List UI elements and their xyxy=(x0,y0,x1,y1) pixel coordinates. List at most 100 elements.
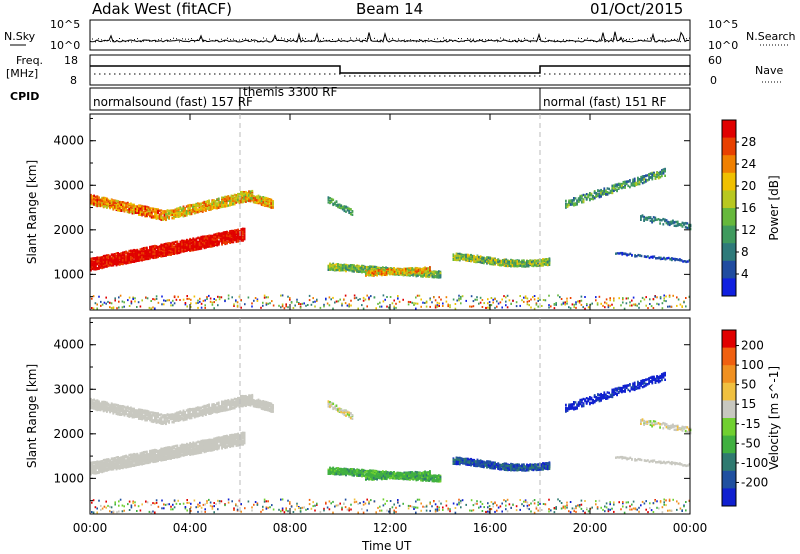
power-mark xyxy=(532,264,535,268)
power-mark xyxy=(146,205,148,209)
power-mark xyxy=(513,263,516,267)
power-mark xyxy=(91,197,94,200)
power-mark xyxy=(393,268,396,271)
power-mark xyxy=(91,266,94,269)
power-mark xyxy=(146,207,148,210)
power-mark xyxy=(131,210,134,213)
power-mark xyxy=(429,266,431,269)
power-mark xyxy=(208,203,210,207)
power-mark xyxy=(104,205,107,208)
power-mark xyxy=(149,249,151,252)
power-mark xyxy=(210,241,212,244)
power-mark xyxy=(131,256,134,260)
power-mark xyxy=(109,255,111,258)
power-mark xyxy=(203,242,206,245)
power-mark xyxy=(479,261,482,264)
power-mark xyxy=(189,207,191,210)
power-mark xyxy=(90,193,92,197)
power-mark xyxy=(118,204,121,207)
power-mark xyxy=(149,214,151,218)
power-mark xyxy=(210,236,212,240)
power-mark xyxy=(225,195,228,199)
power-mark xyxy=(340,204,343,207)
power-mark xyxy=(99,266,102,269)
power-mark xyxy=(162,249,164,252)
power-mark xyxy=(90,269,92,272)
power-mark xyxy=(128,203,131,206)
power-mark xyxy=(163,210,166,213)
power-mark xyxy=(184,243,187,246)
power-mark xyxy=(230,201,233,205)
power-mark xyxy=(104,259,107,263)
cpid-mode-label: normalsound (fast) 157 RF xyxy=(93,95,253,109)
power-mark xyxy=(238,199,241,202)
power-mark xyxy=(348,211,351,214)
power-mark xyxy=(128,256,131,259)
power-mark xyxy=(198,210,201,213)
power-mark xyxy=(152,245,155,248)
power-mark xyxy=(235,197,238,200)
power-mark xyxy=(142,258,145,261)
power-mark xyxy=(122,255,124,259)
power-mark xyxy=(413,268,415,272)
power-mark xyxy=(99,204,102,207)
power-mark xyxy=(457,252,460,256)
power-mark xyxy=(205,206,207,209)
power-mark xyxy=(384,269,386,272)
power-mark xyxy=(327,196,330,199)
power-mark xyxy=(177,208,180,212)
power-mark xyxy=(170,249,172,253)
power-mark xyxy=(226,234,228,237)
power-mark xyxy=(268,205,271,209)
power-mark xyxy=(508,261,511,264)
power-mark xyxy=(243,235,246,238)
power-mark xyxy=(386,267,389,270)
power-mark xyxy=(117,209,119,212)
power-mark xyxy=(463,258,466,261)
power-mark xyxy=(160,209,163,212)
power-mark xyxy=(139,211,142,214)
power-mark xyxy=(522,259,525,262)
power-mark xyxy=(216,232,219,235)
power-mark xyxy=(155,215,158,218)
power-mark xyxy=(117,255,119,259)
power-mark xyxy=(522,261,525,264)
power-mark xyxy=(93,267,95,270)
power-mark xyxy=(425,267,428,270)
power-mark xyxy=(229,232,231,235)
power-mark xyxy=(395,272,398,275)
power-mark xyxy=(422,269,425,272)
power-mark xyxy=(381,268,383,272)
power-mark xyxy=(333,267,336,271)
power-mark xyxy=(382,270,385,274)
power-mark xyxy=(218,243,220,246)
power-mark xyxy=(202,235,204,238)
power-mark xyxy=(238,193,241,196)
power-mark xyxy=(182,249,185,253)
nsearch-label: N.Search xyxy=(746,30,796,43)
nsky-panel-frame xyxy=(89,19,691,51)
power-mark xyxy=(150,251,153,254)
power-mark xyxy=(122,251,124,254)
power-mark xyxy=(122,201,124,204)
power-mark xyxy=(184,248,187,251)
power-mark xyxy=(209,205,212,208)
power-mark xyxy=(182,207,185,210)
power-mark xyxy=(481,261,484,264)
power-mark xyxy=(152,208,155,212)
power-mark xyxy=(333,264,336,267)
power-mark xyxy=(110,262,113,266)
power-mark xyxy=(146,246,148,249)
power-mark xyxy=(184,208,186,212)
power-mark xyxy=(367,266,370,269)
power-mark xyxy=(224,198,226,201)
power-mark xyxy=(420,275,423,278)
power-mark xyxy=(337,268,339,272)
power-mark xyxy=(109,260,111,263)
power-mark xyxy=(387,271,390,275)
power-mark xyxy=(152,247,155,250)
power-mark xyxy=(99,199,102,202)
power-mark xyxy=(516,262,519,265)
power-mark xyxy=(166,244,169,247)
